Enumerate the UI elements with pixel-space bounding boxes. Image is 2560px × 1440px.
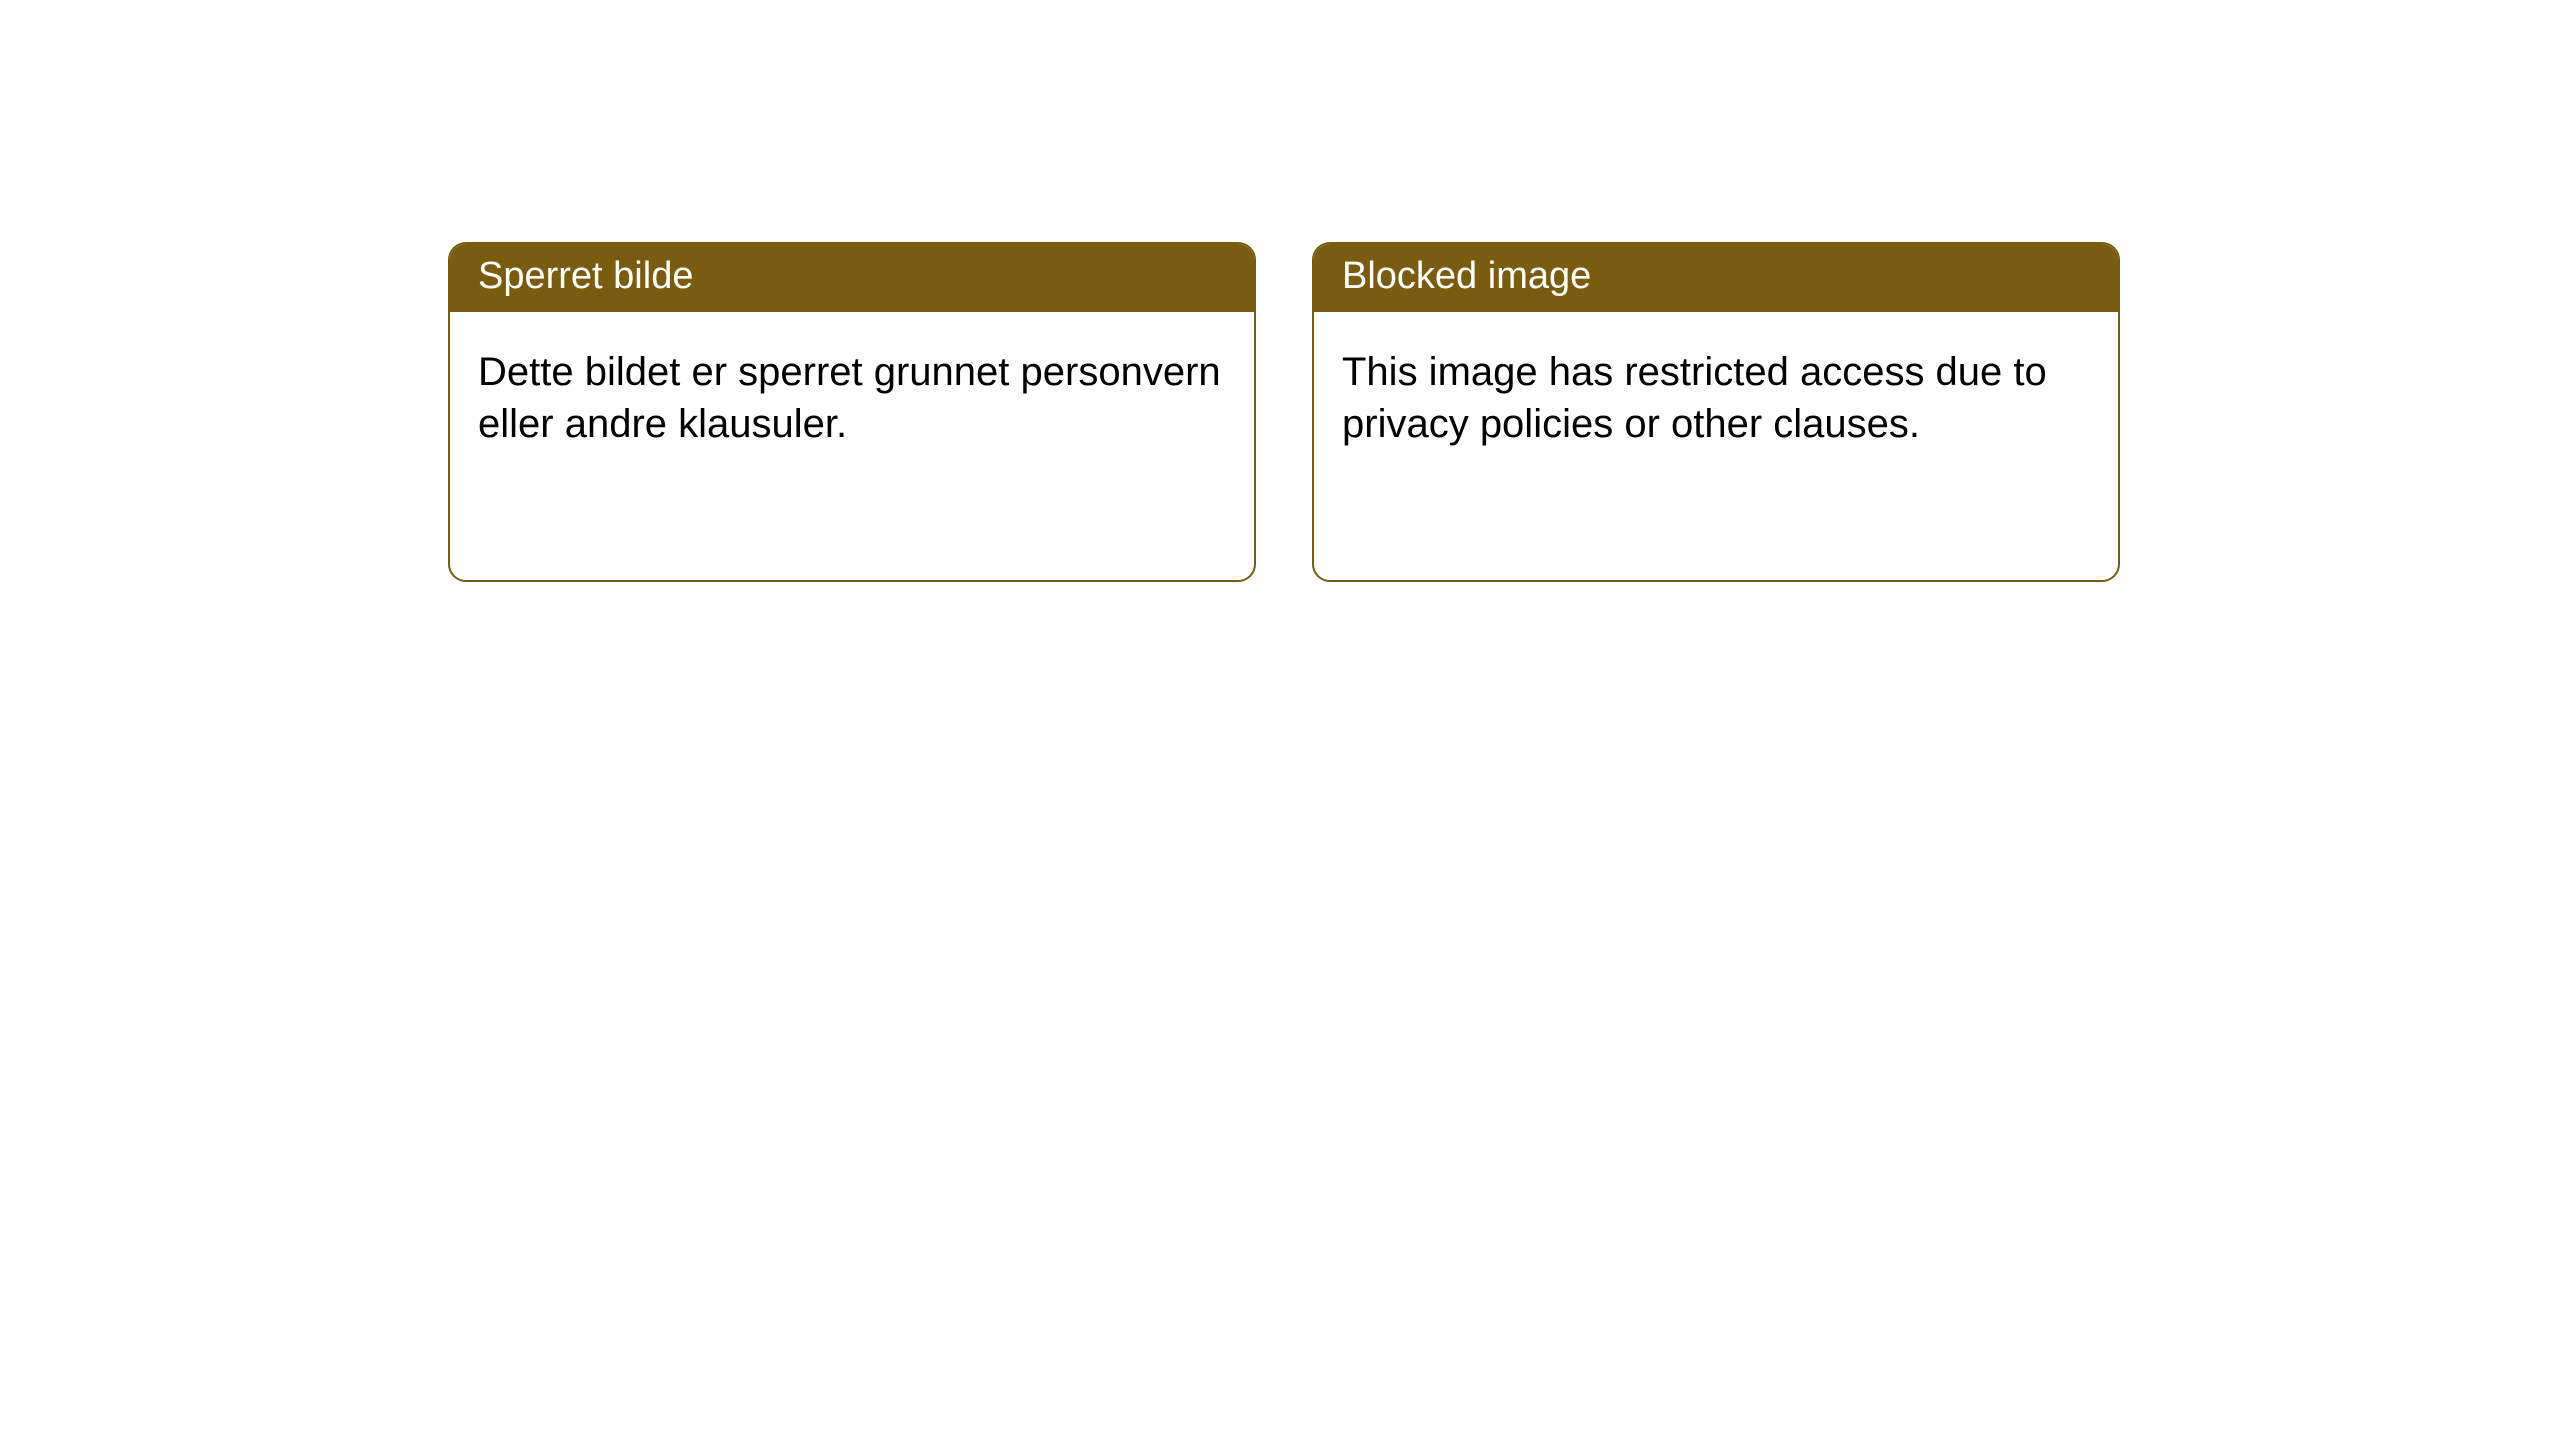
- card-body-en: This image has restricted access due to …: [1314, 312, 2118, 478]
- card-header-no: Sperret bilde: [450, 244, 1254, 312]
- card-body-no: Dette bildet er sperret grunnet personve…: [450, 312, 1254, 478]
- blocked-image-card-en: Blocked image This image has restricted …: [1312, 242, 2120, 582]
- notice-cards-container: Sperret bilde Dette bildet er sperret gr…: [448, 242, 2120, 582]
- card-header-en: Blocked image: [1314, 244, 2118, 312]
- blocked-image-card-no: Sperret bilde Dette bildet er sperret gr…: [448, 242, 1256, 582]
